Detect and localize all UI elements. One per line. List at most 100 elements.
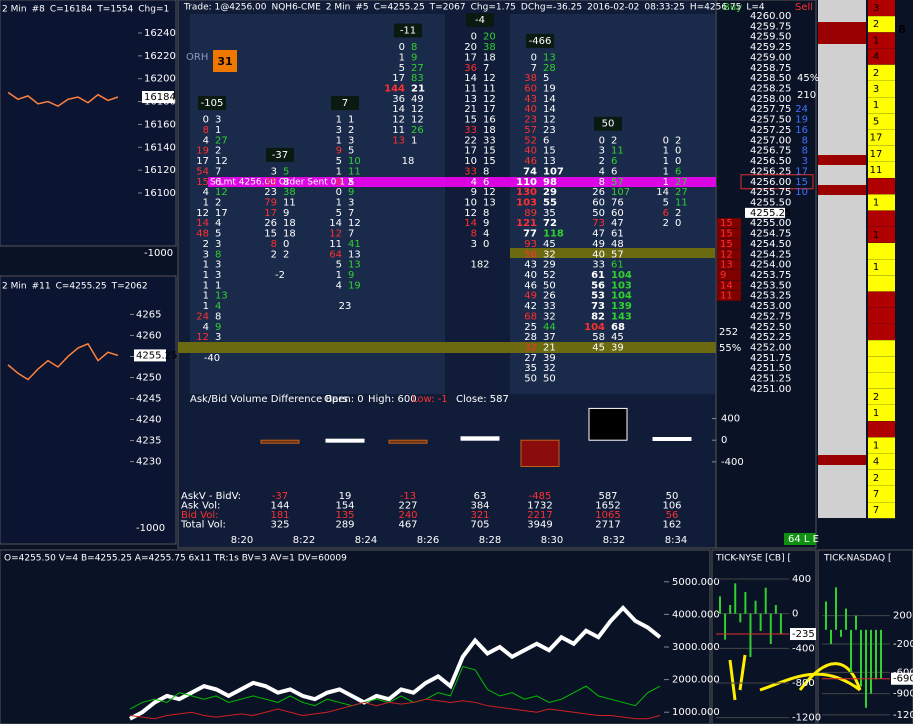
right-cell-label: 2 bbox=[873, 68, 879, 79]
y-tick-label: 2000.000 bbox=[672, 675, 720, 686]
bid-volume: 40 bbox=[524, 270, 537, 281]
last-box bbox=[891, 672, 913, 685]
ask-volume: 3 bbox=[215, 115, 221, 126]
bid-volume: 28 bbox=[524, 332, 537, 343]
ask-volume: 0 bbox=[675, 218, 681, 229]
bid-volume: 14 bbox=[656, 187, 669, 198]
bid-volume: 12 bbox=[329, 229, 342, 240]
delta-box bbox=[526, 33, 554, 48]
y-tick-label: 4235 bbox=[136, 436, 161, 447]
ladder-price: 4257.25 bbox=[750, 125, 791, 136]
buy-volume: 15 bbox=[720, 239, 733, 250]
right-cell bbox=[868, 162, 895, 178]
bid-volume: 3 bbox=[471, 239, 477, 250]
ask-volume: 3 bbox=[215, 270, 221, 281]
column-delta: -37 bbox=[272, 150, 288, 161]
ask-volume: 57 bbox=[611, 177, 624, 188]
last-box bbox=[790, 628, 816, 641]
y-tick-label: -400 bbox=[792, 643, 815, 654]
bid-volume: 5 bbox=[336, 208, 342, 219]
time-label: 8:32 bbox=[603, 535, 625, 546]
header-item: L=4 bbox=[746, 3, 765, 13]
right-cell bbox=[868, 48, 895, 65]
bid-volume: 8 bbox=[471, 229, 477, 240]
header-item: #11 bbox=[32, 282, 51, 292]
ask-volume: 21 bbox=[411, 84, 425, 95]
bid-volume: 130 bbox=[516, 187, 537, 198]
ask-volume: 39 bbox=[543, 353, 556, 364]
table-row-label: Bid Vol: bbox=[181, 510, 219, 521]
buy-cell bbox=[717, 280, 741, 291]
bid-volume: 9 bbox=[336, 146, 342, 157]
bid-volume: 14 bbox=[464, 218, 477, 229]
ask-volume: 6 bbox=[483, 177, 489, 188]
buy-volume: 14 bbox=[720, 280, 733, 291]
table-cell: 289 bbox=[335, 520, 354, 531]
right-cell-label: 5 bbox=[873, 116, 879, 127]
right-top-label: 8 bbox=[898, 23, 906, 36]
bid-volume: 2 bbox=[663, 218, 669, 229]
y-tick-label: -800 bbox=[792, 678, 815, 689]
table-cell: 1732 bbox=[527, 501, 552, 512]
bid-volume: 15 bbox=[464, 115, 477, 126]
bid-volume: 79 bbox=[264, 197, 277, 208]
ask-volume: 27 bbox=[411, 63, 424, 74]
ask-volume: 2 bbox=[215, 146, 221, 157]
ladder-stat: 55% bbox=[719, 343, 741, 354]
table-cell: 325 bbox=[270, 520, 289, 531]
bid-volume: 33 bbox=[464, 166, 477, 177]
ask-volume: 44 bbox=[543, 322, 556, 333]
bid-volume: 43 bbox=[524, 260, 537, 271]
bid-volume: 0 bbox=[531, 52, 537, 63]
last-price-box bbox=[142, 91, 174, 103]
delta-box bbox=[331, 96, 359, 111]
header-item: 2 Min bbox=[326, 3, 351, 13]
ask-volume: 15 bbox=[483, 146, 496, 157]
y-tick-label: -900 bbox=[893, 689, 913, 700]
ladder-price: 4259.00 bbox=[750, 52, 791, 63]
bid-volume: 40 bbox=[524, 146, 537, 157]
table-cell: 1652 bbox=[595, 501, 620, 512]
ask-volume: 98 bbox=[543, 177, 557, 188]
ladder-price: 4255.25 bbox=[750, 208, 791, 219]
ask-volume: 50 bbox=[543, 374, 556, 385]
table-cell: 587 bbox=[598, 491, 617, 502]
series-line bbox=[129, 698, 661, 720]
bid-volume: 33 bbox=[464, 125, 477, 136]
bid-volume: 8 bbox=[271, 239, 277, 250]
ask-volume: 52 bbox=[543, 270, 556, 281]
ask-volume: 8 bbox=[283, 177, 289, 188]
y-tick-label: 3000.000 bbox=[672, 642, 720, 653]
ladder-price: 4251.00 bbox=[750, 384, 791, 395]
right-cell bbox=[868, 97, 895, 114]
price-line bbox=[7, 91, 119, 108]
bid-volume: 43 bbox=[524, 94, 537, 105]
ask-volume: 18 bbox=[483, 125, 496, 136]
y-tick-label: -1200 bbox=[792, 713, 821, 724]
ask-volume: 13 bbox=[215, 291, 228, 302]
right-cell bbox=[868, 81, 895, 97]
ladder-price: 4256.25 bbox=[750, 166, 791, 177]
right-cell bbox=[868, 291, 895, 308]
header-item: C=16184 bbox=[50, 5, 93, 15]
right-cell-label: 4 bbox=[873, 457, 879, 468]
right-cell bbox=[868, 194, 895, 211]
left-mid-panel bbox=[0, 275, 177, 545]
footer-box bbox=[784, 533, 816, 545]
bid-volume: 1 bbox=[203, 280, 209, 291]
header-item: H=4256.75 bbox=[690, 3, 742, 13]
bid-volume: 3 bbox=[599, 146, 605, 157]
right-block bbox=[818, 455, 866, 465]
ask-volume: 0 bbox=[675, 146, 681, 157]
sell-volume: 8 bbox=[802, 146, 808, 157]
ask-volume: 83 bbox=[411, 73, 424, 84]
ask-volume: 33 bbox=[543, 301, 556, 312]
bid-volume: 23 bbox=[264, 187, 277, 198]
ask-volume: 9 bbox=[215, 322, 221, 333]
delta-box bbox=[198, 96, 226, 111]
ask-volume: 26 bbox=[411, 125, 424, 136]
orh-value: 31 bbox=[217, 55, 232, 68]
bid-volume: 0 bbox=[471, 32, 477, 43]
bid-volume: 15 bbox=[264, 229, 277, 240]
ask-volume: 5 bbox=[348, 177, 354, 188]
